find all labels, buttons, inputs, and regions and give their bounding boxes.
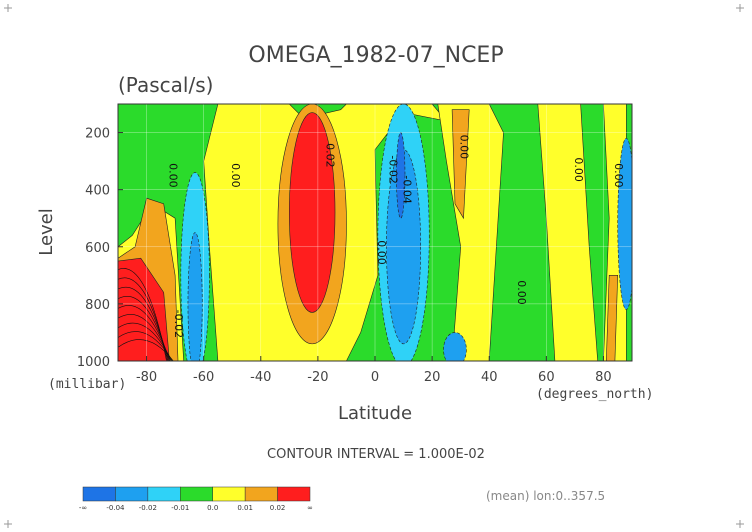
x-tick-label: -20 [307, 370, 328, 385]
contour-line [118, 322, 172, 361]
contour-label: 0.00 [166, 163, 179, 188]
y-axis-label: Level [36, 208, 57, 256]
x-tick-label: -80 [136, 370, 157, 385]
y-tick-label: 1000 [77, 355, 110, 370]
x-axis: -80 -60 -40 -20 0 20 40 60 80 [136, 356, 612, 385]
x-tick-label: 60 [538, 370, 555, 385]
colorbar-label: ∞ [307, 504, 313, 512]
colorbar-label: 0.01 [237, 504, 253, 512]
y-tick-label: 600 [85, 241, 110, 256]
x-tick-label: -60 [193, 370, 214, 385]
colorbar-label: 0.0 [207, 504, 218, 512]
contour-labels: 0.00 0.00 0.02 -0.02 0.00 0.00 0.00 0.00 0.00 -0.… [166, 135, 624, 339]
x-axis-label: Latitude [338, 403, 412, 424]
y-tick-label: 400 [85, 184, 110, 199]
mean-note: (mean) lon:0..357.5 [486, 489, 605, 503]
x-tick-label: 80 [595, 370, 612, 385]
contour-label: -0.02 [386, 155, 399, 183]
y-axis-unit: (millibar) [48, 377, 126, 392]
colorbar-label: -0.04 [106, 504, 125, 512]
colorbar-swatch [147, 486, 181, 502]
contour-line [118, 339, 174, 361]
contour-interval-text: CONTOUR INTERVAL = 1.000E-02 [267, 447, 485, 462]
contour-label: 0.00 [572, 157, 585, 182]
colorbar-label: -∞ [79, 504, 87, 512]
contour-label: 0.00 [458, 135, 471, 160]
contour-label: -0.02 [172, 310, 185, 338]
corner-marks [4, 4, 744, 528]
colorbar-label: -0.02 [139, 504, 157, 512]
colorbar-label: -0.01 [171, 504, 189, 512]
colorbar-swatch [212, 486, 246, 502]
field-orange-4 [605, 275, 619, 361]
x-tick-label: 20 [424, 370, 441, 385]
x-axis-unit: (degrees_north) [536, 387, 653, 402]
colorbar-label: 0.02 [270, 504, 286, 512]
field-orange-3 [451, 109, 470, 220]
contour-label: 0.02 [323, 143, 336, 168]
colorbar: -∞ -0.04 -0.02 -0.01 0.0 0.01 0.02 ∞ [79, 486, 313, 512]
chart-title: OMEGA_1982-07_NCEP [248, 43, 503, 68]
colorbar-swatch [82, 486, 116, 502]
contour-line [118, 331, 173, 361]
field-red-1 [118, 257, 170, 361]
contour-label: 0.00 [612, 163, 625, 188]
y-tick-label: 200 [85, 127, 110, 142]
field-blue-4 [443, 332, 467, 361]
contour-label: -0.04 [401, 175, 414, 203]
y-tick-label: 800 [85, 298, 110, 313]
chart-subtitle: (Pascal/s) [118, 73, 213, 97]
contour-label: 0.00 [375, 240, 388, 265]
field-blue-3 [617, 137, 632, 310]
colorbar-swatch [244, 486, 278, 502]
contour-label: 0.00 [515, 280, 528, 305]
field-red-2 [289, 112, 336, 313]
y-axis: 200 400 600 800 1000 [77, 127, 123, 370]
x-tick-label: -40 [250, 370, 271, 385]
x-tick-label: 0 [371, 370, 379, 385]
plot-area: 0.00 0.00 0.02 -0.02 0.00 0.00 0.00 0.00 0.00 -0.… [117, 103, 633, 362]
contour-label: 0.00 [229, 163, 242, 188]
colorbar-swatch [277, 486, 311, 502]
colorbar-swatch [180, 486, 213, 502]
colorbar-swatch [115, 486, 149, 502]
x-tick-label: 40 [481, 370, 498, 385]
